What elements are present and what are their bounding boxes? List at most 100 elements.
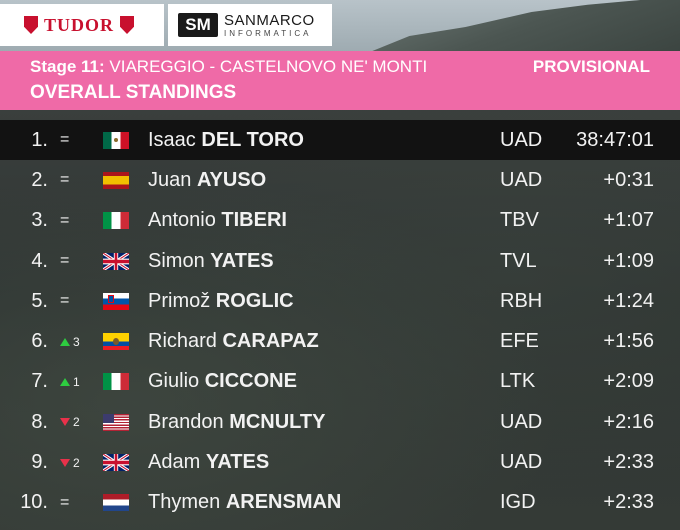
rank-change-value: = bbox=[60, 292, 70, 310]
gap-time: +2:09 bbox=[603, 370, 654, 393]
sanmarco-main-text: SANMARCO bbox=[224, 11, 315, 29]
rider-name: Simon YATES bbox=[148, 250, 274, 273]
rank-position: 8. bbox=[31, 410, 48, 433]
usa-flag-icon bbox=[103, 413, 129, 431]
standings-row: 2. = Juan AYUSO UAD +0:31 bbox=[0, 160, 680, 200]
rank-change-value: 2 bbox=[73, 415, 80, 430]
rank-change: = bbox=[60, 292, 69, 310]
rank-change: = bbox=[60, 212, 69, 230]
rank-change: = bbox=[60, 171, 69, 189]
uk-flag-icon bbox=[103, 252, 129, 270]
page-title: OVERALL STANDINGS bbox=[30, 82, 237, 103]
rider-last-name: DEL TORO bbox=[201, 128, 304, 151]
standings-row: 8. 2 Brandon MCNULTY UAD +2:16 bbox=[0, 402, 680, 442]
gap-time: +2:33 bbox=[603, 451, 654, 474]
stage-label: Stage 11: bbox=[30, 57, 105, 76]
rider-last-name: CARAPAZ bbox=[222, 330, 319, 353]
team-code: RBH bbox=[500, 289, 543, 312]
rider-name: Juan AYUSO bbox=[148, 169, 266, 192]
gap-time: 38:47:01 bbox=[576, 128, 654, 151]
team-code: TBV bbox=[500, 209, 539, 232]
netherlands-flag-icon bbox=[103, 494, 129, 512]
team-code: LTK bbox=[500, 370, 536, 393]
rank-change-value: = bbox=[60, 171, 70, 189]
rider-first-name: Isaac bbox=[148, 128, 196, 151]
rank-position: 2. bbox=[31, 168, 48, 191]
rank-position: 10. bbox=[20, 491, 48, 514]
rank-change-value: 3 bbox=[73, 334, 80, 349]
arrow-down-icon bbox=[60, 418, 70, 427]
rider-first-name: Primož bbox=[148, 289, 211, 312]
sanmarco-sub-text: INFORMATICA bbox=[224, 28, 312, 38]
rider-last-name: ROGLIC bbox=[215, 289, 294, 312]
sanmarco-logo-icon: SM bbox=[178, 13, 218, 37]
rider-name: Richard CARAPAZ bbox=[148, 330, 319, 353]
rider-last-name: ARENSMAN bbox=[225, 491, 342, 514]
rider-name: Primož ROGLIC bbox=[148, 290, 294, 313]
rider-last-name: YATES bbox=[205, 451, 270, 474]
rider-first-name: Richard bbox=[148, 330, 217, 353]
standings-row: 1. = Isaac DEL TORO UAD 38:47:01 bbox=[0, 120, 680, 161]
team-code: UAD bbox=[500, 451, 543, 474]
gap-time: +2:33 bbox=[603, 491, 654, 514]
standings-row: 4. = Simon YATES TVL +1:09 bbox=[0, 241, 680, 281]
rider-first-name: Simon bbox=[148, 249, 205, 272]
rider-last-name: CICCONE bbox=[204, 370, 297, 393]
gap-time: +1:56 bbox=[603, 330, 654, 353]
rank-position: 3. bbox=[31, 209, 48, 232]
italy-flag-icon bbox=[103, 212, 129, 230]
stage-route: VIAREGGIO - CASTELNOVO NE' MONTI bbox=[109, 57, 428, 76]
rank-position: 6. bbox=[31, 330, 48, 353]
sponsor-tudor-banner: TUDOR bbox=[0, 4, 164, 46]
team-code: UAD bbox=[500, 410, 543, 433]
team-code: TVL bbox=[500, 249, 537, 272]
rider-last-name: AYUSO bbox=[196, 168, 267, 191]
rank-position: 1. bbox=[31, 128, 48, 151]
standings-row: 9. 2 Adam YATES UAD +2:33 bbox=[0, 442, 680, 482]
rank-change-value: = bbox=[60, 252, 70, 270]
slovenia-flag-icon bbox=[103, 292, 129, 310]
rank-change-value: = bbox=[60, 131, 70, 149]
arrow-up-icon bbox=[60, 377, 70, 386]
gap-time: +1:07 bbox=[603, 209, 654, 232]
standings-table: 1. = Isaac DEL TORO UAD 38:47:01 2. = Juan AYUS… bbox=[0, 120, 680, 523]
arrow-down-icon bbox=[60, 458, 70, 467]
rank-change: = bbox=[60, 494, 69, 512]
rank-position: 7. bbox=[31, 370, 48, 393]
arrow-up-icon bbox=[60, 337, 70, 346]
standings-row: 3. = Antonio TIBERI TBV +1:07 bbox=[0, 201, 680, 241]
rank-change: = bbox=[60, 252, 69, 270]
tudor-shield-icon bbox=[120, 16, 135, 34]
rank-change: 2 bbox=[60, 415, 80, 429]
sponsor-sanmarco-banner: SM SANMARCO INFORMATICA bbox=[168, 4, 332, 46]
gap-time: +2:16 bbox=[603, 410, 654, 433]
team-code: UAD bbox=[500, 168, 543, 191]
rider-first-name: Antonio bbox=[148, 209, 216, 232]
rider-first-name: Juan bbox=[148, 168, 192, 191]
rider-first-name: Brandon bbox=[148, 410, 224, 433]
status-badge: PROVISIONAL bbox=[532, 57, 650, 76]
stage-line: Stage 11: VIAREGGIO - CASTELNOVO NE' MON… bbox=[30, 57, 650, 77]
rider-name: Antonio TIBERI bbox=[148, 209, 287, 232]
standings-row: 6. 3 Richard CARAPAZ EFE +1:56 bbox=[0, 321, 680, 361]
rider-last-name: MCNULTY bbox=[229, 410, 326, 433]
rider-name: Adam YATES bbox=[148, 451, 269, 474]
rider-name: Brandon MCNULTY bbox=[148, 411, 325, 434]
rank-change: 3 bbox=[60, 335, 80, 349]
rider-first-name: Giulio bbox=[148, 370, 200, 393]
rider-first-name: Thymen bbox=[148, 491, 221, 514]
rank-change: 1 bbox=[60, 375, 80, 389]
rank-change-value: 2 bbox=[73, 455, 80, 470]
tudor-shield-icon bbox=[24, 16, 38, 34]
team-code: EFE bbox=[500, 330, 539, 353]
rank-change-value: = bbox=[60, 211, 70, 229]
standings-row: 7. 1 Giulio CICCONE LTK +2:09 bbox=[0, 362, 680, 402]
team-code: IGD bbox=[500, 491, 536, 514]
rank-change: = bbox=[60, 131, 69, 149]
rank-change-value: = bbox=[60, 493, 70, 511]
gap-time: +0:31 bbox=[603, 168, 654, 191]
rank-position: 9. bbox=[31, 451, 48, 474]
standings-row: 10. = Thymen ARENSMAN IGD +2:33 bbox=[0, 483, 680, 523]
ecuador-flag-icon bbox=[103, 333, 129, 351]
rider-name: Isaac DEL TORO bbox=[148, 129, 304, 152]
